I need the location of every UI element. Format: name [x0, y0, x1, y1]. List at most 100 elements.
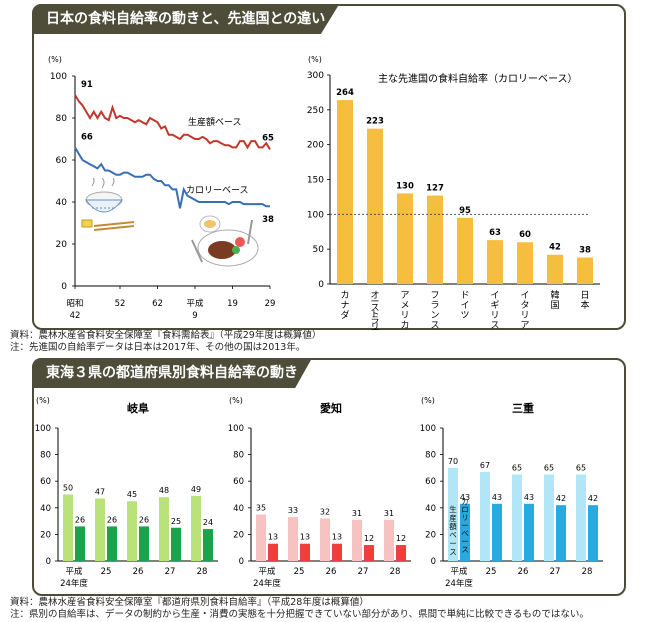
line-ytick-label: 40: [56, 198, 68, 208]
pref-bar-production: [63, 494, 73, 561]
country-bar: [337, 100, 353, 284]
country-value-label: 264: [336, 88, 354, 98]
pref-value-label-production: 31: [384, 509, 394, 518]
pref-bar-production: [448, 467, 458, 561]
pref-category-label-sub: 24年度: [253, 578, 281, 589]
pref-value-label-calorie: 26: [75, 515, 85, 524]
pref-category-label: 26: [326, 567, 337, 577]
pref-value-label-production: 33: [288, 506, 298, 515]
country-value-label: 130: [396, 181, 414, 191]
pref-category-label: 25: [101, 567, 112, 577]
pref-bar-calorie: [364, 545, 374, 561]
country-category-label: イギリス: [490, 291, 499, 330]
line-ytick-label: 60: [56, 156, 68, 166]
country-value-label: 127: [426, 184, 444, 194]
country-bar: [457, 217, 473, 284]
pref-ytick-label: 80: [233, 451, 244, 461]
pref-bar-calorie: [492, 503, 502, 561]
pref-bar-calorie: [268, 543, 278, 561]
pref-bar-production: [480, 471, 490, 561]
mie-series-label-calorie: カロリーベース: [461, 497, 469, 554]
pref-ytick-label: 60: [425, 477, 436, 487]
country-ytick-label: 300: [307, 71, 324, 81]
developed-countries-bar-chart: (%) 主な先進国の食料自給率（カロリーベース） 0 50 100 150 200 250 30…: [307, 55, 600, 330]
section2-title: 東海３県の都道府県別食料自給率の動き: [32, 358, 312, 388]
country-value-label: 60: [519, 230, 531, 240]
pref-category-label: 平成: [65, 566, 83, 577]
line-xtick-label-bottom: 9: [192, 311, 197, 321]
pref-bar-calorie: [203, 529, 213, 561]
pref-bar-calorie: [75, 526, 85, 561]
country-category-label: ドイツ: [460, 291, 469, 321]
pref-ytick-label: 20: [40, 530, 51, 540]
pref-value-label-calorie: 42: [556, 494, 566, 503]
country-chart-title: 主な先進国の食料自給率（カロリーベース）: [378, 72, 578, 85]
line-ytick-label: 0: [61, 282, 67, 292]
pref-bar-production: [512, 474, 522, 561]
line-series-label-calorie: カロリーベース: [186, 185, 249, 196]
pref-bar-calorie: [107, 526, 117, 561]
country-category-label: 日本: [580, 290, 589, 311]
pref-bar-production: [256, 514, 266, 561]
line-end-value-label: 38: [262, 215, 274, 225]
pref-bar-calorie: [460, 503, 470, 561]
country-value-label: 95: [459, 206, 471, 216]
country-value-label: 63: [489, 228, 501, 238]
tokai-prefecture-bar-charts: (%)岐阜0204060801005026平成24年度4726254526264…: [35, 396, 603, 589]
pref-bar-calorie: [524, 503, 534, 561]
pref-value-label-calorie: 43: [524, 493, 534, 502]
pref-bar-production: [191, 495, 201, 561]
pref-value-label-calorie: 43: [492, 493, 502, 502]
pref-bar-calorie: [332, 543, 342, 561]
pref-unit-label: (%): [36, 396, 50, 405]
pref-category-label: 平成: [258, 566, 276, 577]
line-series-calorie: [74, 146, 270, 209]
pref-category-label: 28: [197, 567, 208, 577]
country-bar: [367, 128, 383, 284]
pref-ytick-label: 100: [228, 424, 244, 434]
pref-value-label-production: 70: [448, 457, 458, 466]
line-xtick-label-top: 52: [115, 299, 126, 309]
pref-value-label-calorie: 13: [268, 533, 278, 542]
pref-value-label-calorie: 13: [300, 533, 310, 542]
section1-footnote-note: 注：先進国の自給率データは日本は2017年、その他の国は2013年。: [10, 342, 306, 353]
pref-value-label-calorie: 12: [396, 534, 406, 543]
pref-ytick-label: 60: [233, 477, 244, 487]
country-bar: [517, 242, 533, 284]
pref-value-label-production: 48: [159, 486, 169, 495]
pref-value-label-production: 32: [320, 507, 330, 516]
pref-ytick-label: 100: [420, 424, 436, 434]
country-ytick-label: 50: [313, 245, 325, 255]
line-unit-label: (%): [48, 55, 62, 64]
pref-ytick-label: 40: [233, 504, 244, 514]
pref-value-label-production: 47: [95, 487, 105, 496]
pref-bar-calorie: [396, 545, 406, 561]
country-value-label: 42: [549, 243, 561, 253]
section1-title: 日本の食料自給率の動きと、先進国との違い: [32, 4, 340, 34]
pref-bar-production: [576, 474, 586, 561]
rice-bowl-illustration: [81, 178, 135, 231]
pref-value-label-calorie: 43: [460, 493, 470, 502]
country-unit-label: (%): [308, 55, 322, 64]
pref-value-label-production: 35: [256, 503, 266, 512]
pref-bar-production: [544, 474, 554, 561]
pref-bar-production: [384, 519, 394, 561]
pref-chart-title: 岐阜: [127, 401, 149, 415]
line-start-value-label: 91: [81, 80, 93, 90]
country-ytick-label: 150: [307, 176, 324, 186]
pref-value-label-production: 45: [127, 490, 137, 499]
pref-category-label: 25: [486, 567, 497, 577]
line-series-label-production: 生産額ベース: [188, 116, 242, 128]
pref-category-label: 26: [518, 567, 529, 577]
line-ytick-label: 80: [56, 114, 68, 124]
country-category-label: アメリカ: [400, 291, 409, 330]
line-xtick-label-top: 平成: [186, 298, 204, 309]
pref-value-label-calorie: 26: [139, 515, 149, 524]
pref-ytick-label: 0: [46, 557, 51, 567]
pref-bar-calorie: [139, 526, 149, 561]
country-ytick-label: 0: [318, 280, 324, 290]
pref-bar-calorie: [300, 543, 310, 561]
pref-value-label-calorie: 13: [332, 533, 342, 542]
pref-ytick-label: 100: [35, 424, 51, 434]
country-bar: [397, 193, 413, 284]
